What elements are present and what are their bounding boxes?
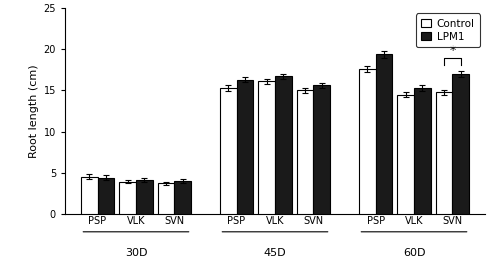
Bar: [452, 74, 469, 214]
Bar: [414, 88, 430, 214]
Bar: [174, 181, 191, 214]
Bar: [314, 85, 330, 214]
Legend: Control, LPM1: Control, LPM1: [416, 13, 480, 47]
Text: 45D: 45D: [264, 248, 286, 258]
Bar: [158, 183, 174, 214]
Bar: [376, 54, 392, 214]
Bar: [297, 90, 314, 214]
Bar: [398, 95, 414, 214]
Bar: [275, 76, 291, 214]
Text: *: *: [450, 44, 456, 57]
Text: 30D: 30D: [124, 248, 147, 258]
Bar: [258, 81, 275, 214]
Y-axis label: Root length (cm): Root length (cm): [30, 64, 40, 158]
Bar: [220, 88, 236, 214]
Bar: [359, 69, 376, 214]
Text: 60D: 60D: [403, 248, 425, 258]
Bar: [120, 182, 136, 214]
Bar: [136, 180, 152, 214]
Bar: [98, 178, 114, 214]
Bar: [81, 177, 98, 214]
Bar: [436, 92, 452, 214]
Bar: [236, 80, 253, 214]
